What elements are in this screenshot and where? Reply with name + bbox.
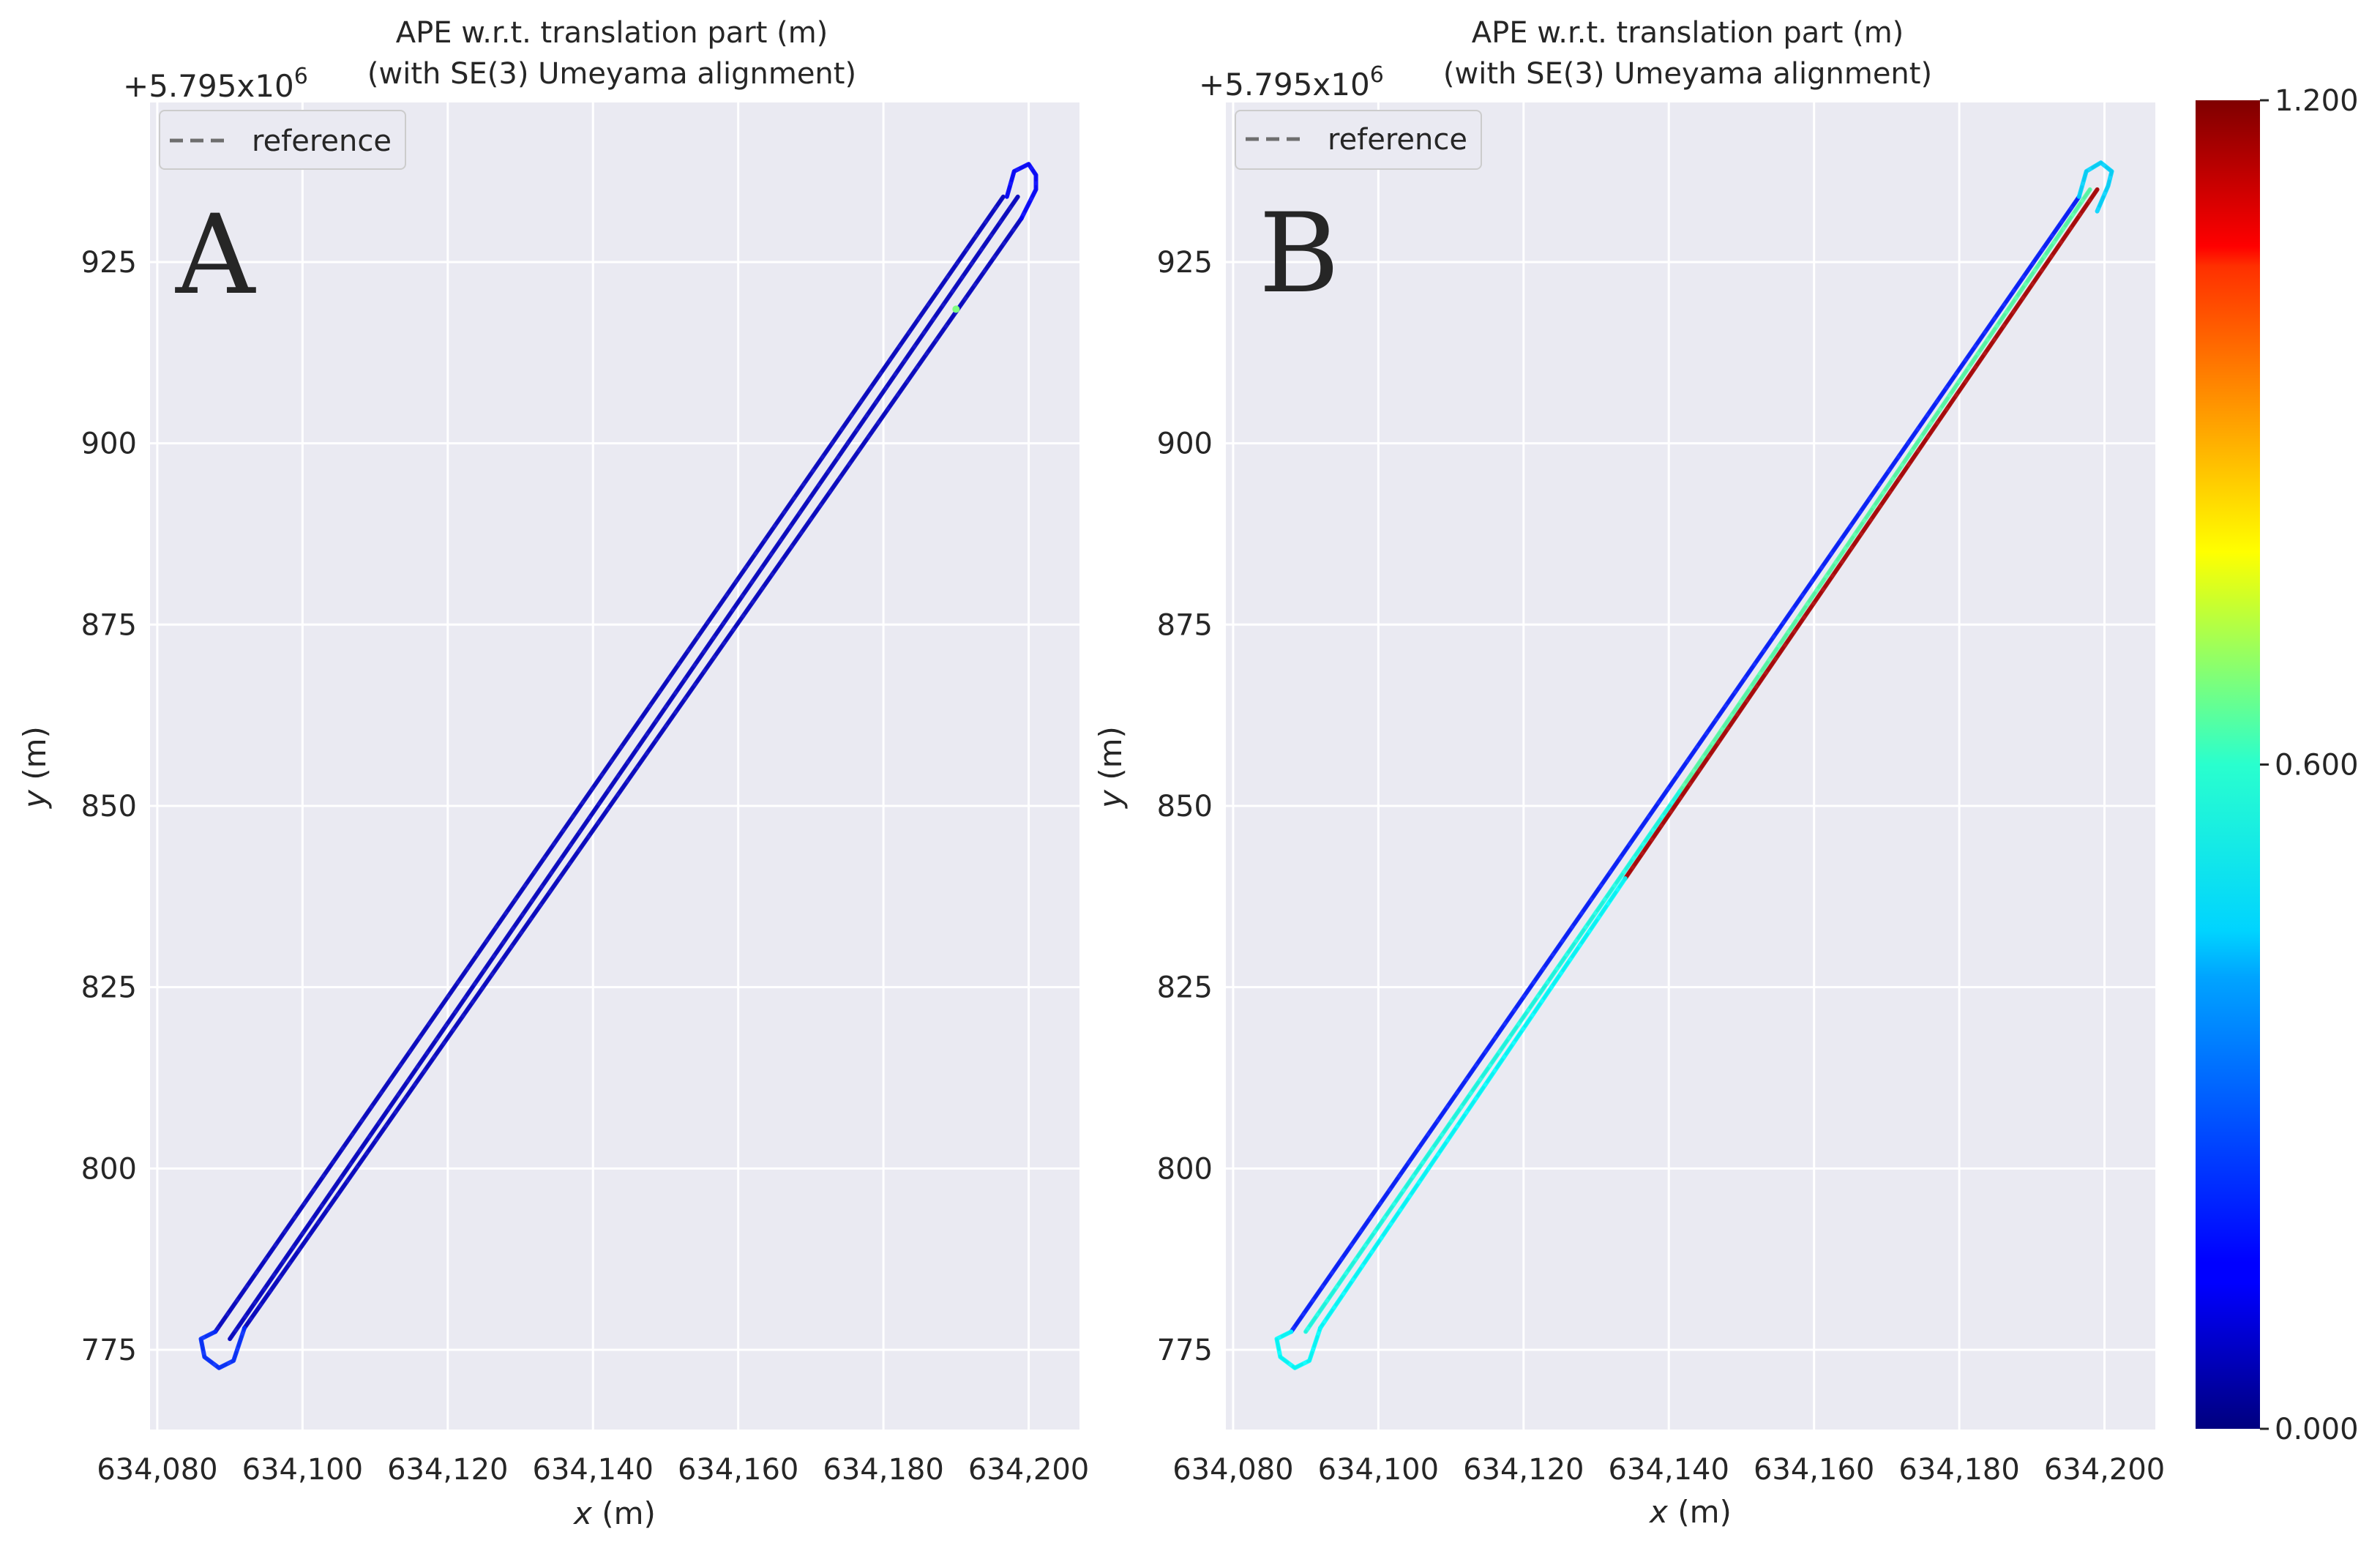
x-tick-label: 634,100 (242, 1453, 363, 1487)
x-tick-label: 634,160 (678, 1453, 798, 1487)
trajectory-pass-1 (1289, 194, 2081, 1334)
legend-box (1235, 110, 1482, 170)
legend: reference (159, 110, 406, 170)
y-axis-label: y (m) (1093, 726, 1129, 810)
trajectory-lines (1274, 160, 2114, 1370)
colorbar-tick-label: 1.200 (2275, 84, 2359, 118)
x-tick-label: 634,120 (1463, 1453, 1584, 1487)
chart-title-line1: APE w.r.t. translation part (m) (1472, 16, 1904, 50)
chart-panel-a: 634,080 634,100 634,120 634,140 634,160 634,1… (17, 16, 1089, 1531)
x-tick-label: 634,140 (1609, 1453, 1729, 1487)
trajectory-pass-3-high (1623, 187, 2100, 881)
y-tick-label: 825 (81, 971, 137, 1005)
axis-offset-label: +5.795x106 (1199, 62, 1384, 102)
x-tick-label: 634,080 (97, 1453, 217, 1487)
legend-reference-label: reference (1328, 123, 1467, 157)
chart-title-line2: (with SE(3) Umeyama alignment) (1443, 57, 1932, 91)
trajectory-turn-bottom (198, 1326, 247, 1370)
trajectory-pass-2 (228, 194, 1020, 1342)
y-tick-labels: 775 800 825 850 875 900 925 (1157, 246, 1213, 1367)
panel-label: A (175, 192, 256, 319)
trajectory-turn-top (2076, 160, 2114, 214)
colorbar-tick-label: 0.600 (2275, 749, 2359, 782)
panel-label: B (1259, 190, 1339, 318)
trajectory-turn-bottom (1274, 1326, 1322, 1370)
axis-offset-label: +5.795x106 (123, 64, 308, 104)
trajectory-pass-3-low (1318, 876, 1628, 1331)
y-tick-label: 900 (1157, 427, 1213, 461)
legend: reference (1235, 110, 1482, 170)
x-tick-label: 634,120 (387, 1453, 508, 1487)
colorbar-gradient (2196, 100, 2260, 1429)
y-tick-label: 875 (1157, 608, 1213, 642)
y-tick-label: 925 (1157, 246, 1213, 280)
y-tick-label: 825 (1157, 971, 1213, 1005)
x-axis-label: x (m) (572, 1495, 656, 1531)
legend-box (159, 110, 406, 170)
x-tick-label: 634,200 (2044, 1453, 2165, 1487)
y-tick-label: 850 (1157, 790, 1213, 823)
x-tick-labels: 634,080 634,100 634,120 634,140 634,160 634,1… (97, 1453, 1089, 1487)
x-tick-label: 634,140 (533, 1453, 654, 1487)
chart-title-line1: APE w.r.t. translation part (m) (396, 16, 828, 50)
y-tick-label: 800 (81, 1152, 137, 1186)
x-tick-label: 634,160 (1754, 1453, 1874, 1487)
trajectory-pass-2-upper (1677, 187, 2092, 794)
trajectory-pass-1 (213, 194, 1006, 1334)
trajectory-turn-top (1004, 162, 1039, 221)
chart-title-line2: (with SE(3) Umeyama alignment) (367, 57, 856, 91)
colorbar: 0.000 0.600 1.200 (2196, 84, 2359, 1446)
y-tick-label: 775 (1157, 1334, 1213, 1367)
chart-panel-b: 634,080 634,100 634,120 634,140 634,160 634,1… (1093, 16, 2359, 1530)
x-tick-label: 634,180 (823, 1453, 943, 1487)
grid (150, 102, 1079, 1430)
y-axis-label: y (m) (17, 726, 53, 810)
x-tick-label: 634,100 (1318, 1453, 1439, 1487)
legend-reference-label: reference (252, 124, 392, 158)
x-tick-label: 634,180 (1898, 1453, 2019, 1487)
colorbar-tick-label: 0.000 (2275, 1413, 2359, 1446)
x-tick-labels: 634,080 634,100 634,120 634,140 634,160 634,1… (1172, 1453, 2165, 1487)
y-tick-label: 900 (81, 427, 137, 461)
y-tick-label: 850 (81, 790, 137, 823)
y-tick-label: 775 (81, 1334, 137, 1367)
y-tick-label: 800 (1157, 1152, 1213, 1186)
x-axis-label: x (m) (1648, 1494, 1732, 1530)
y-tick-label: 875 (81, 608, 137, 642)
plot-area (150, 102, 1079, 1430)
y-tick-labels: 775 800 825 850 875 900 925 (81, 246, 137, 1367)
x-tick-label: 634,080 (1172, 1453, 1293, 1487)
trajectory-pass-2-lower (1303, 789, 1683, 1334)
trajectory-lines (198, 162, 1039, 1370)
colorbar-ticks: 0.000 0.600 1.200 (2260, 84, 2359, 1446)
trajectory-pass-3 (242, 216, 1024, 1331)
grid (1226, 102, 2155, 1430)
y-tick-label: 925 (81, 246, 137, 280)
x-tick-label: 634,200 (968, 1453, 1089, 1487)
ape-spike-point (952, 305, 960, 313)
